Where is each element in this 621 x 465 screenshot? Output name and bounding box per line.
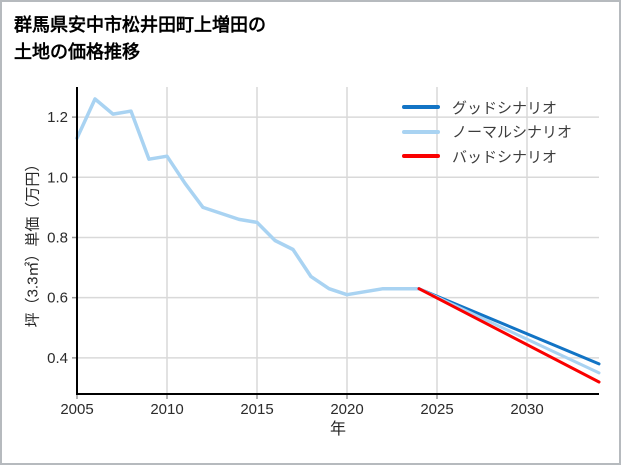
y-tick-label-0.8: 0.8	[47, 229, 68, 246]
x-tick-label-2025: 2025	[420, 401, 453, 418]
x-tick-label-2015: 2015	[240, 401, 273, 418]
legend-label: バッドシナリオ	[452, 148, 558, 166]
x-tick-label-2020: 2020	[330, 401, 363, 418]
y-axis-label: 坪（3.3㎡）単価（万円）	[24, 156, 42, 328]
bad-scenario-line-swatch	[402, 154, 440, 159]
good-scenario-line-swatch	[402, 105, 440, 110]
x-tick-label-2030: 2030	[510, 401, 543, 418]
legend-label: ノーマルシナリオ	[452, 124, 573, 142]
y-tick-label-0.6: 0.6	[47, 290, 68, 307]
series-line-bad-scenario	[417, 287, 601, 384]
page-title-line1: 群馬県安中市松井田町上増田の	[14, 15, 266, 35]
chart-legend: グッドシナリオ ノーマルシナリオ バッドシナリオ	[402, 95, 572, 169]
legend-item-bad-scenario: バッドシナリオ	[402, 144, 572, 169]
normal-scenario-line-swatch	[402, 129, 440, 134]
page-title: 群馬県安中市松井田町上増田の 土地の価格推移	[14, 12, 266, 66]
legend-label: グッドシナリオ	[452, 99, 558, 117]
y-tick-label-0.4: 0.4	[47, 350, 68, 367]
legend-item-normal-scenario: ノーマルシナリオ	[402, 120, 572, 145]
legend-item-good-scenario: グッドシナリオ	[402, 95, 572, 120]
x-tick-label-2010: 2010	[150, 401, 183, 418]
page-title-line2: 土地の価格推移	[14, 42, 140, 62]
x-tick-label-2005: 2005	[60, 401, 93, 418]
x-axis-label: 年	[329, 421, 346, 438]
y-tick-label-1: 1.0	[47, 169, 68, 186]
y-tick-label-1.2: 1.2	[47, 109, 68, 126]
series-line-history	[75, 97, 421, 297]
